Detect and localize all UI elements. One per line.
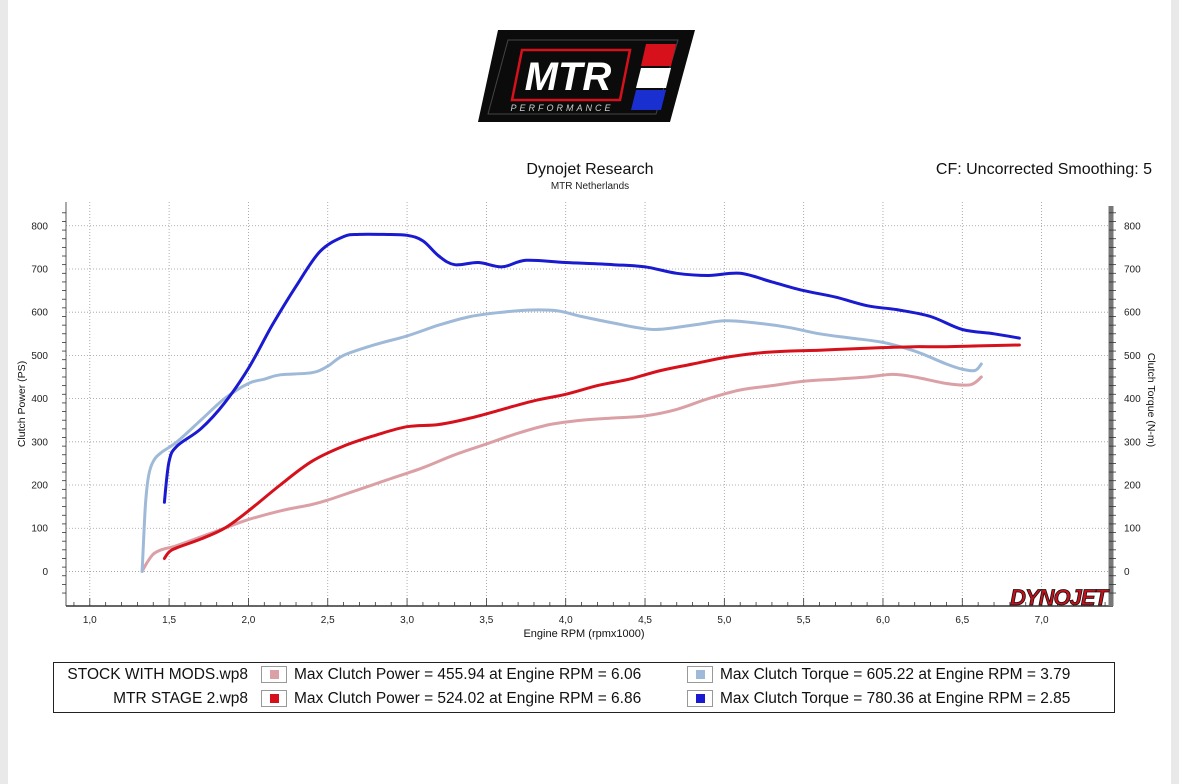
y2-tick-label: 100 bbox=[1124, 524, 1141, 535]
legend-stage2-torque-text: Max Clutch Torque = 780.36 at Engine RPM… bbox=[720, 690, 1071, 707]
x-tick-label: 1,0 bbox=[83, 615, 97, 626]
dynojet-logo: DYNOJET bbox=[1010, 585, 1109, 610]
y2-tick-label: 700 bbox=[1124, 264, 1141, 275]
chart-axes: 0 100 200 300 400 500 600 700 800 0 100 200 300 400 50… bbox=[31, 202, 1141, 626]
y2-tick-label: 600 bbox=[1124, 308, 1141, 319]
x-tick-label: 1,5 bbox=[162, 615, 176, 626]
logo-tagline: PERFORMANCE bbox=[510, 103, 613, 113]
x-tick-label: 4,0 bbox=[559, 615, 573, 626]
y-tick-label: 0 bbox=[42, 567, 48, 578]
x-tick-label: 5,5 bbox=[797, 615, 811, 626]
x-axis-label: Engine RPM (rpmx1000) bbox=[523, 628, 644, 640]
y2-tick-label: 800 bbox=[1124, 221, 1141, 232]
x-tick-label: 4,5 bbox=[638, 615, 652, 626]
stock-torque-line bbox=[140, 308, 983, 573]
y2-tick-label: 300 bbox=[1124, 437, 1141, 448]
x-tick-label: 5,0 bbox=[717, 615, 731, 626]
y-tick-label: 400 bbox=[31, 394, 48, 405]
y-tick-label: 500 bbox=[31, 351, 48, 362]
y2-tick-label: 0 bbox=[1124, 567, 1130, 578]
legend-file-name: STOCK WITH MODS.wp8 bbox=[67, 666, 248, 683]
stage2-torque-line bbox=[162, 232, 1021, 504]
legend-stage2-power-text: Max Clutch Power = 524.02 at Engine RPM … bbox=[294, 690, 642, 707]
legend-swatch-stock-power bbox=[261, 666, 287, 683]
x-tick-label: 2,0 bbox=[241, 615, 255, 626]
mtr-logo: MTR PERFORMANCE bbox=[470, 28, 695, 124]
y-tick-label: 100 bbox=[31, 524, 48, 535]
chart-grid bbox=[66, 202, 1113, 606]
chart-series bbox=[140, 232, 1021, 573]
y2-tick-label: 500 bbox=[1124, 351, 1141, 362]
chart-subtitle: MTR Netherlands bbox=[550, 181, 630, 192]
legend-stock-torque-text: Max Clutch Torque = 605.22 at Engine RPM… bbox=[720, 666, 1071, 683]
chart-title: Dynojet Research bbox=[526, 161, 654, 178]
y-tick-label: 800 bbox=[31, 221, 48, 232]
chart-legend: STOCK WITH MODS.wp8 Max Clutch Power = 4… bbox=[53, 662, 1115, 713]
legend-swatch-stage2-torque bbox=[687, 690, 713, 707]
legend-stock-power-text: Max Clutch Power = 455.94 at Engine RPM … bbox=[294, 666, 642, 683]
x-tick-label: 6,5 bbox=[955, 615, 969, 626]
y-tick-label: 600 bbox=[31, 308, 48, 319]
x-tick-label: 3,5 bbox=[479, 615, 493, 626]
stock-power-line bbox=[140, 372, 983, 573]
legend-row-stock: STOCK WITH MODS.wp8 Max Clutch Power = 4… bbox=[54, 664, 1114, 688]
logo-text: MTR bbox=[525, 55, 612, 99]
legend-row-stage2: MTR STAGE 2.wp8 Max Clutch Power = 524.0… bbox=[54, 688, 1114, 712]
x-tick-label: 2,5 bbox=[321, 615, 335, 626]
y-axis-label: Clutch Power (PS) bbox=[16, 361, 28, 447]
report-sheet bbox=[8, 0, 1171, 784]
correction-factor-text: CF: Uncorrected Smoothing: 5 bbox=[935, 161, 1152, 178]
legend-file-name: MTR STAGE 2.wp8 bbox=[113, 690, 248, 707]
dyno-chart: 0 100 200 300 400 500 600 700 800 0 100 200 300 400 50… bbox=[16, 202, 1157, 640]
x-tick-label: 3,0 bbox=[400, 615, 414, 626]
y2-tick-label: 200 bbox=[1124, 481, 1141, 492]
x-tick-label: 6,0 bbox=[876, 615, 890, 626]
x-tick-label: 7,0 bbox=[1035, 615, 1049, 626]
y2-tick-label: 400 bbox=[1124, 394, 1141, 405]
y-tick-label: 300 bbox=[31, 437, 48, 448]
legend-swatch-stage2-power bbox=[261, 690, 287, 707]
y-tick-label: 200 bbox=[31, 481, 48, 492]
y-tick-label: 700 bbox=[31, 264, 48, 275]
legend-swatch-stock-torque bbox=[687, 666, 713, 683]
y2-axis-label: Clutch Torque (N-m) bbox=[1145, 353, 1157, 447]
stage2-power-line bbox=[162, 343, 1021, 560]
